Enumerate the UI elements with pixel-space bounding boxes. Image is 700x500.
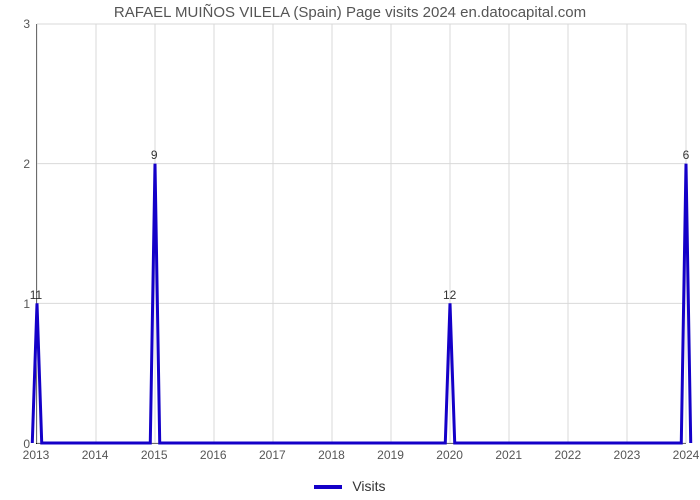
chart-title: RAFAEL MUIÑOS VILELA (Spain) Page visits… [0, 4, 700, 21]
legend-label: Visits [352, 478, 385, 494]
y-tick-label: 3 [6, 17, 30, 31]
x-tick-label: 2021 [495, 448, 522, 462]
y-tick-label: 1 [6, 297, 30, 311]
x-tick-label: 2017 [259, 448, 286, 462]
x-tick-label: 2018 [318, 448, 345, 462]
spike-value-label: 12 [443, 288, 456, 302]
spike-value-label: 11 [30, 288, 42, 302]
x-tick-label: 2020 [436, 448, 463, 462]
x-tick-label: 2019 [377, 448, 404, 462]
spike-value-label: 6 [683, 148, 690, 162]
x-tick-label: 2016 [200, 448, 227, 462]
plot-area [36, 24, 686, 444]
legend: Visits [0, 478, 700, 494]
chart-svg [37, 24, 686, 443]
x-tick-label: 2015 [141, 448, 168, 462]
x-tick-label: 2014 [82, 448, 109, 462]
legend-swatch [314, 485, 342, 489]
chart-container: RAFAEL MUIÑOS VILELA (Spain) Page visits… [0, 0, 700, 500]
x-tick-label: 2023 [614, 448, 641, 462]
spike-value-label: 9 [151, 148, 158, 162]
x-tick-label: 2022 [554, 448, 581, 462]
y-tick-label: 2 [6, 157, 30, 171]
x-tick-label: 2024 [673, 448, 700, 462]
x-tick-label: 2013 [23, 448, 50, 462]
